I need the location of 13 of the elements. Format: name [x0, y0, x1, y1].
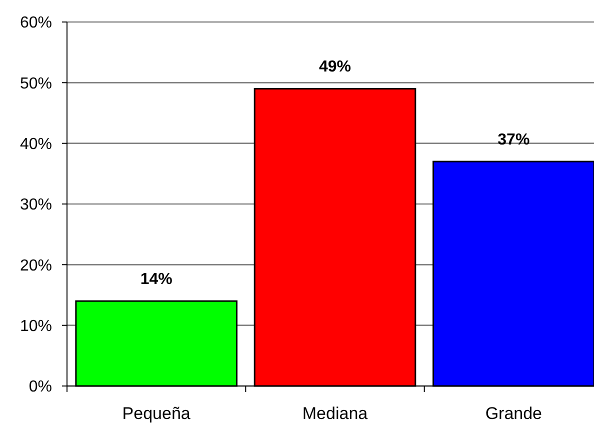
y-tick-label: 60% [20, 14, 52, 32]
data-label: 37% [498, 132, 530, 149]
y-tick-label: 30% [20, 196, 52, 214]
x-tick-label: Pequeña [122, 404, 191, 423]
y-tick-label: 20% [20, 257, 52, 274]
x-tick-label: Grande [485, 404, 542, 423]
data-label: 14% [140, 271, 172, 288]
y-tick-label: 0% [28, 378, 52, 396]
y-tick-label: 50% [20, 75, 52, 92]
x-tick-label: Mediana [302, 404, 368, 423]
y-tick-label: 40% [20, 136, 52, 153]
data-label: 49% [318, 58, 352, 76]
y-tick-label: 10% [20, 318, 52, 335]
